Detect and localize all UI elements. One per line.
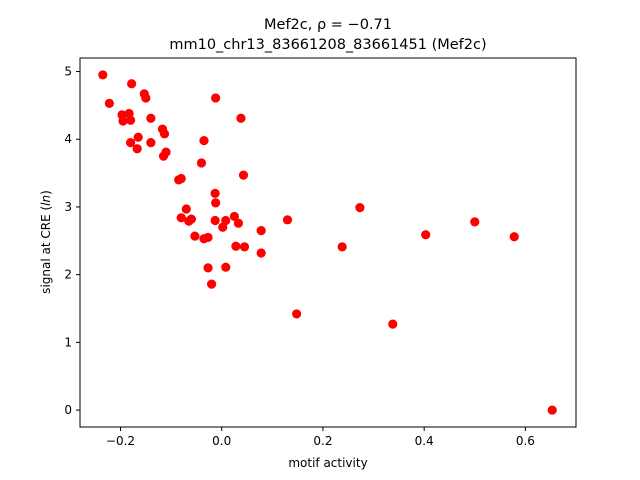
data-point-48 <box>337 242 347 252</box>
data-point-45 <box>256 248 266 258</box>
data-point-15 <box>159 129 170 139</box>
y-axis-label-text: signal at CRE ( <box>39 206 53 294</box>
data-points <box>98 70 557 415</box>
y-tick-label-2: 2 <box>64 268 72 282</box>
data-point-1 <box>104 98 114 108</box>
y-tick-label-0: 0 <box>64 403 72 417</box>
data-point-17 <box>161 147 171 157</box>
y-tick-label-5: 5 <box>64 65 72 79</box>
data-point-49 <box>355 203 365 213</box>
x-tick-label-4: 0.6 <box>516 434 535 448</box>
x-tick-label-1: 0.0 <box>212 434 231 448</box>
data-point-13 <box>146 138 156 148</box>
y-axis-label-unit: ln <box>39 195 53 206</box>
x-tick-label-3: 0.4 <box>415 434 434 448</box>
plot-area: −0.2 0.0 0.2 0.4 0.6 0 1 2 3 4 5 <box>64 57 577 448</box>
data-point-5 <box>126 115 136 125</box>
y-axis-label: signal at CRE (ln) <box>39 190 53 294</box>
data-point-42 <box>238 170 249 180</box>
data-point-20 <box>176 213 186 223</box>
x-axis-ticks: −0.2 0.0 0.2 0.4 0.6 <box>106 427 535 448</box>
data-point-19 <box>176 173 186 184</box>
data-point-38 <box>229 211 239 222</box>
data-point-31 <box>211 93 221 103</box>
y-tick-label-1: 1 <box>64 335 72 349</box>
data-point-44 <box>256 226 266 236</box>
data-point-46 <box>282 215 293 225</box>
data-point-36 <box>221 215 231 226</box>
data-point-25 <box>196 158 207 168</box>
data-point-21 <box>181 204 191 214</box>
data-point-43 <box>239 242 250 252</box>
data-point-37 <box>221 262 231 272</box>
data-point-40 <box>233 218 244 228</box>
data-point-32 <box>210 188 220 199</box>
x-tick-label-2: 0.2 <box>313 434 332 448</box>
data-point-3 <box>118 116 128 126</box>
y-axis-ticks: 0 1 2 3 4 5 <box>64 65 80 417</box>
chart-title-line2: mm10_chr13_83661208_83661451 (Mef2c) <box>169 37 486 53</box>
data-point-0 <box>98 70 108 80</box>
data-point-34 <box>210 215 220 226</box>
data-point-30 <box>206 279 217 289</box>
data-point-8 <box>132 144 142 154</box>
y-tick-label-3: 3 <box>64 200 72 214</box>
data-point-53 <box>509 232 519 242</box>
data-point-54 <box>547 405 557 415</box>
data-point-26 <box>199 136 209 146</box>
axes-frame <box>79 57 577 428</box>
data-point-51 <box>421 230 431 240</box>
y-tick-label-4: 4 <box>64 132 72 146</box>
x-tick-label-0: −0.2 <box>106 434 135 448</box>
data-point-33 <box>211 198 221 208</box>
data-point-9 <box>133 132 143 142</box>
data-point-23 <box>186 214 196 224</box>
data-point-28 <box>203 232 213 243</box>
data-point-50 <box>388 319 398 329</box>
data-point-47 <box>292 309 302 319</box>
data-point-39 <box>231 241 241 251</box>
data-point-11 <box>141 93 151 103</box>
data-point-29 <box>203 263 213 273</box>
data-point-24 <box>190 231 200 241</box>
x-axis-label: motif activity <box>288 456 367 470</box>
data-point-41 <box>236 113 246 123</box>
data-point-52 <box>470 217 480 227</box>
y-axis-label-close: ) <box>39 190 53 195</box>
chart-title-line1: Mef2c, ρ = −0.71 <box>264 17 392 33</box>
data-point-6 <box>127 79 137 89</box>
data-point-12 <box>146 113 156 123</box>
data-point-7 <box>126 138 136 148</box>
